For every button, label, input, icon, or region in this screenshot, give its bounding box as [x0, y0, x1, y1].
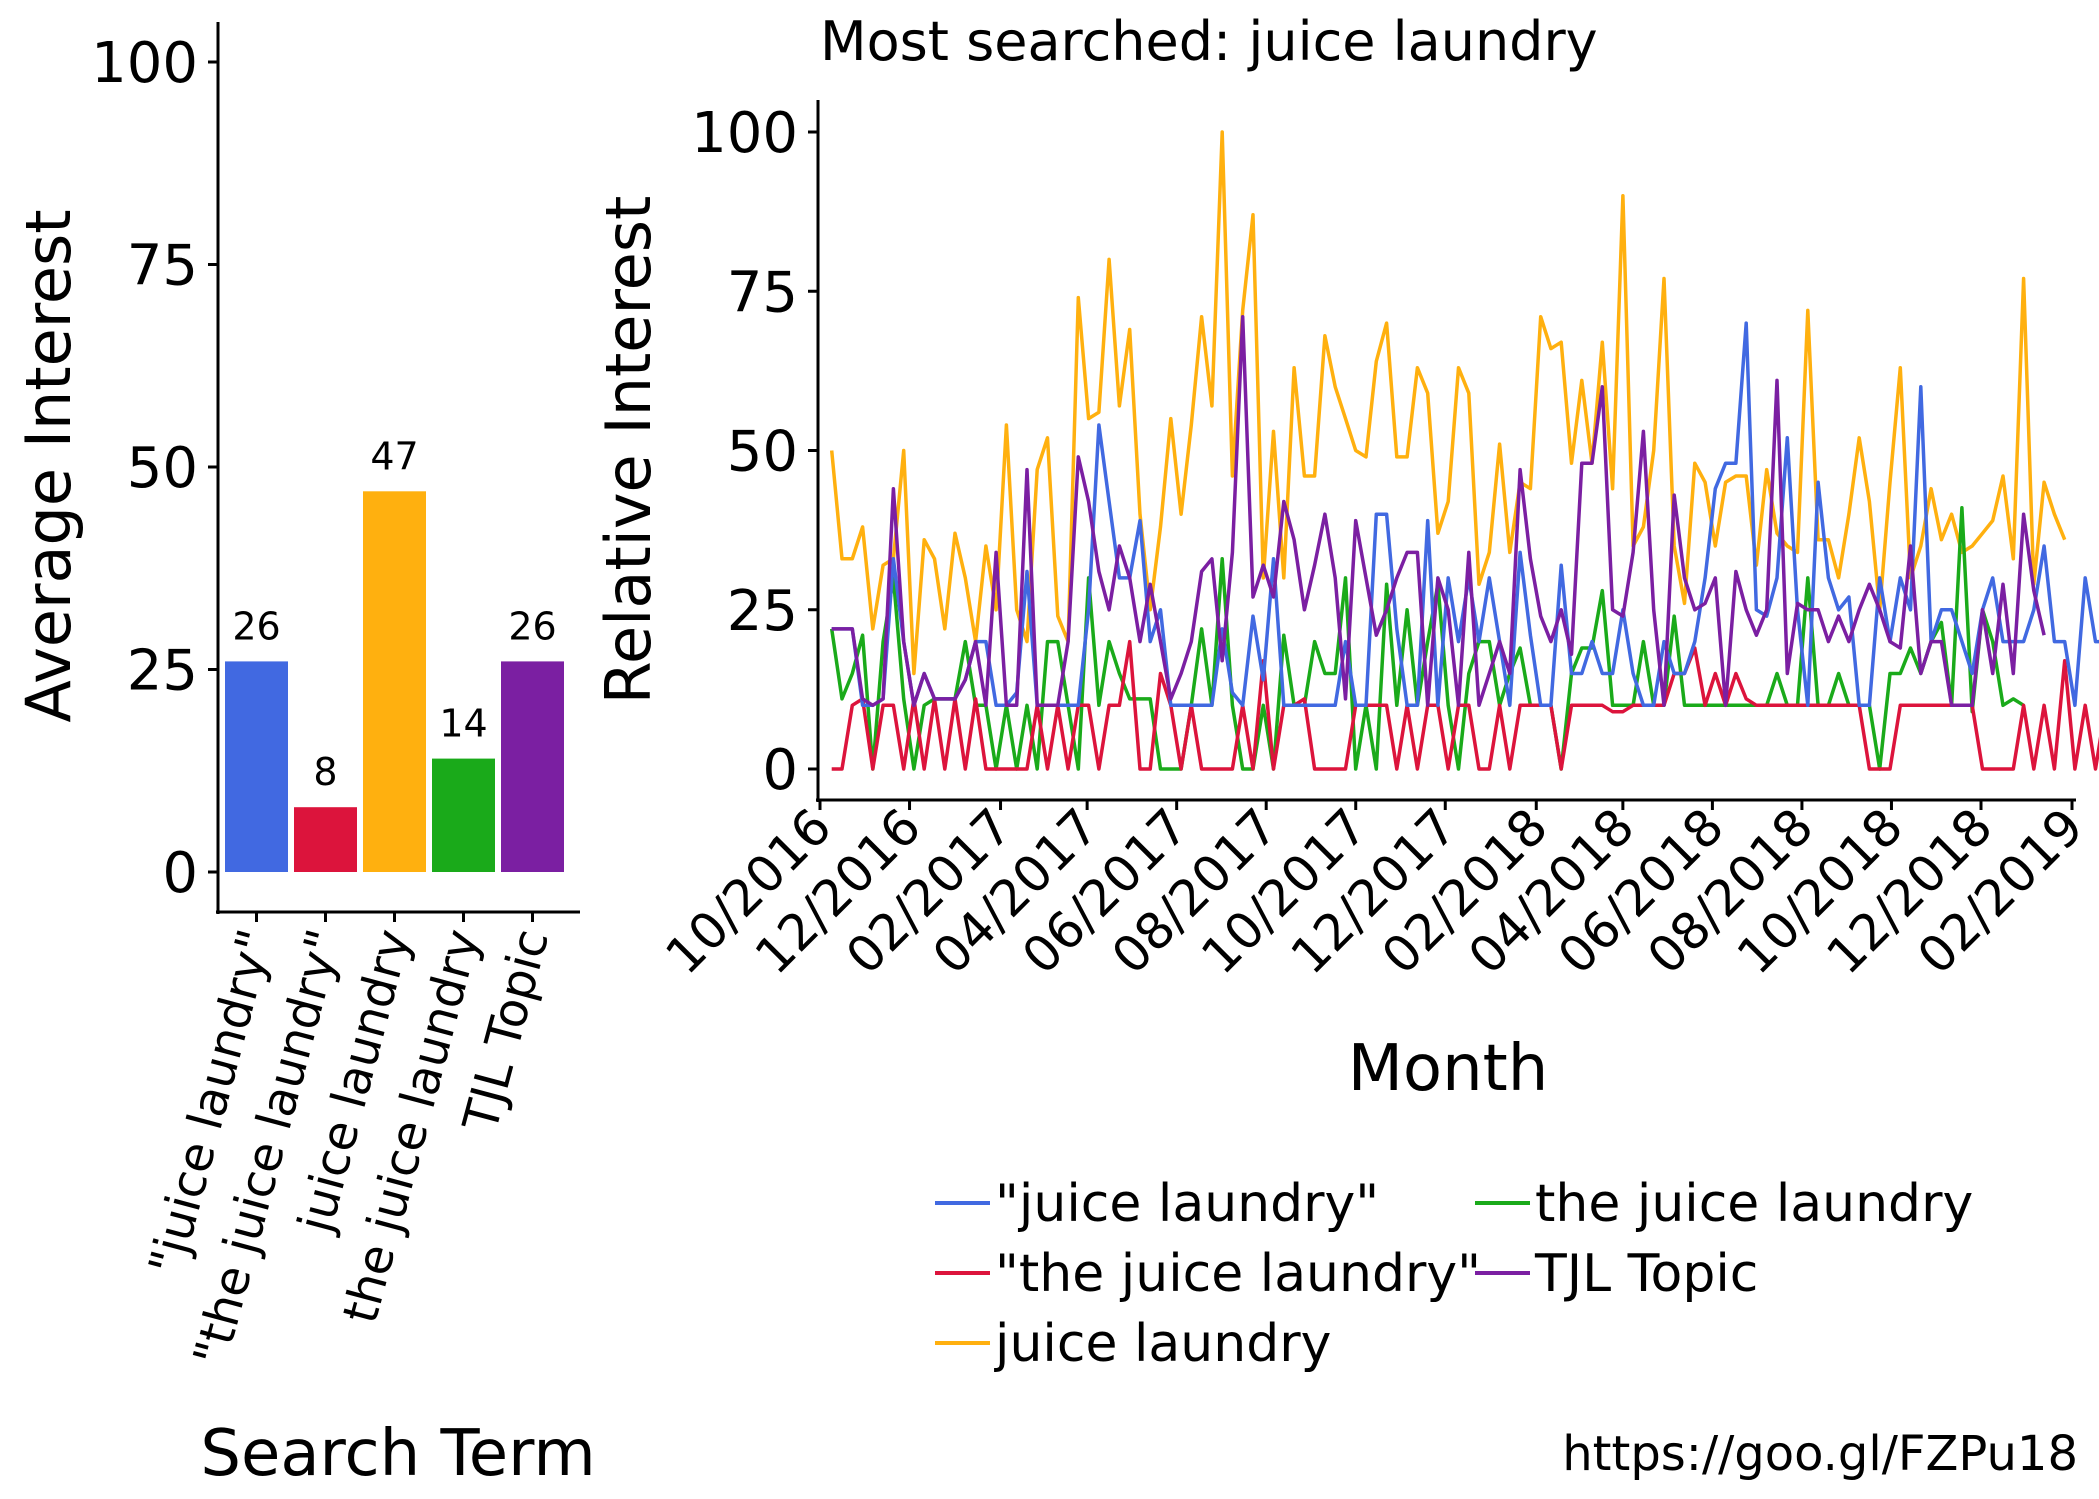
bar-y-tick-label: 100: [91, 31, 198, 96]
bar: [294, 807, 357, 872]
bar: [363, 491, 426, 872]
bar-y-tick-label: 0: [162, 841, 198, 906]
bar-y-axis-label: Average Interest: [12, 209, 85, 722]
series-line: [831, 639, 2099, 771]
line-y-tick-label: 50: [727, 420, 798, 485]
series-line: [831, 321, 2099, 708]
legend-label: "the juice laundry": [995, 1244, 1481, 1304]
line-y-axis-label: Relative Interest: [592, 196, 665, 705]
bar-value-label: 26: [508, 604, 556, 648]
line-x-axis-label: Month: [1348, 1032, 1549, 1106]
bar-value-label: 8: [313, 750, 337, 794]
line-y-tick-label: 100: [691, 101, 798, 166]
line-y-tick-label: 25: [727, 579, 798, 644]
bar-y-tick-label: 25: [127, 639, 198, 704]
source-url: https://goo.gl/FZPu18: [1562, 1426, 2078, 1482]
legend-label: the juice laundry: [1535, 1174, 1973, 1234]
line-y-tick-label: 0: [762, 738, 798, 803]
legend-label: "juice laundry": [995, 1174, 1379, 1234]
series-line: [829, 130, 2067, 676]
bar-y-tick-label: 50: [127, 436, 198, 501]
bar: [225, 661, 288, 872]
bar-x-axis-label: Search Term: [200, 1417, 595, 1491]
legend-label: juice laundry: [994, 1314, 1331, 1374]
chart-legend: "juice laundry" "the juice laundry" juice …: [935, 1174, 1973, 1374]
bar-value-label: 26: [232, 604, 280, 648]
bar: [432, 758, 495, 872]
bar-value-label: 47: [370, 434, 418, 478]
bar-y-tick-label: 75: [127, 234, 198, 299]
bar: [501, 661, 564, 872]
line-y-tick-label: 75: [727, 260, 798, 325]
bar-value-label: 14: [439, 702, 487, 746]
chart-title: Most searched: juice laundry: [820, 10, 1598, 73]
series-line: [831, 314, 2046, 708]
legend-label: TJL Topic: [1534, 1244, 1758, 1304]
